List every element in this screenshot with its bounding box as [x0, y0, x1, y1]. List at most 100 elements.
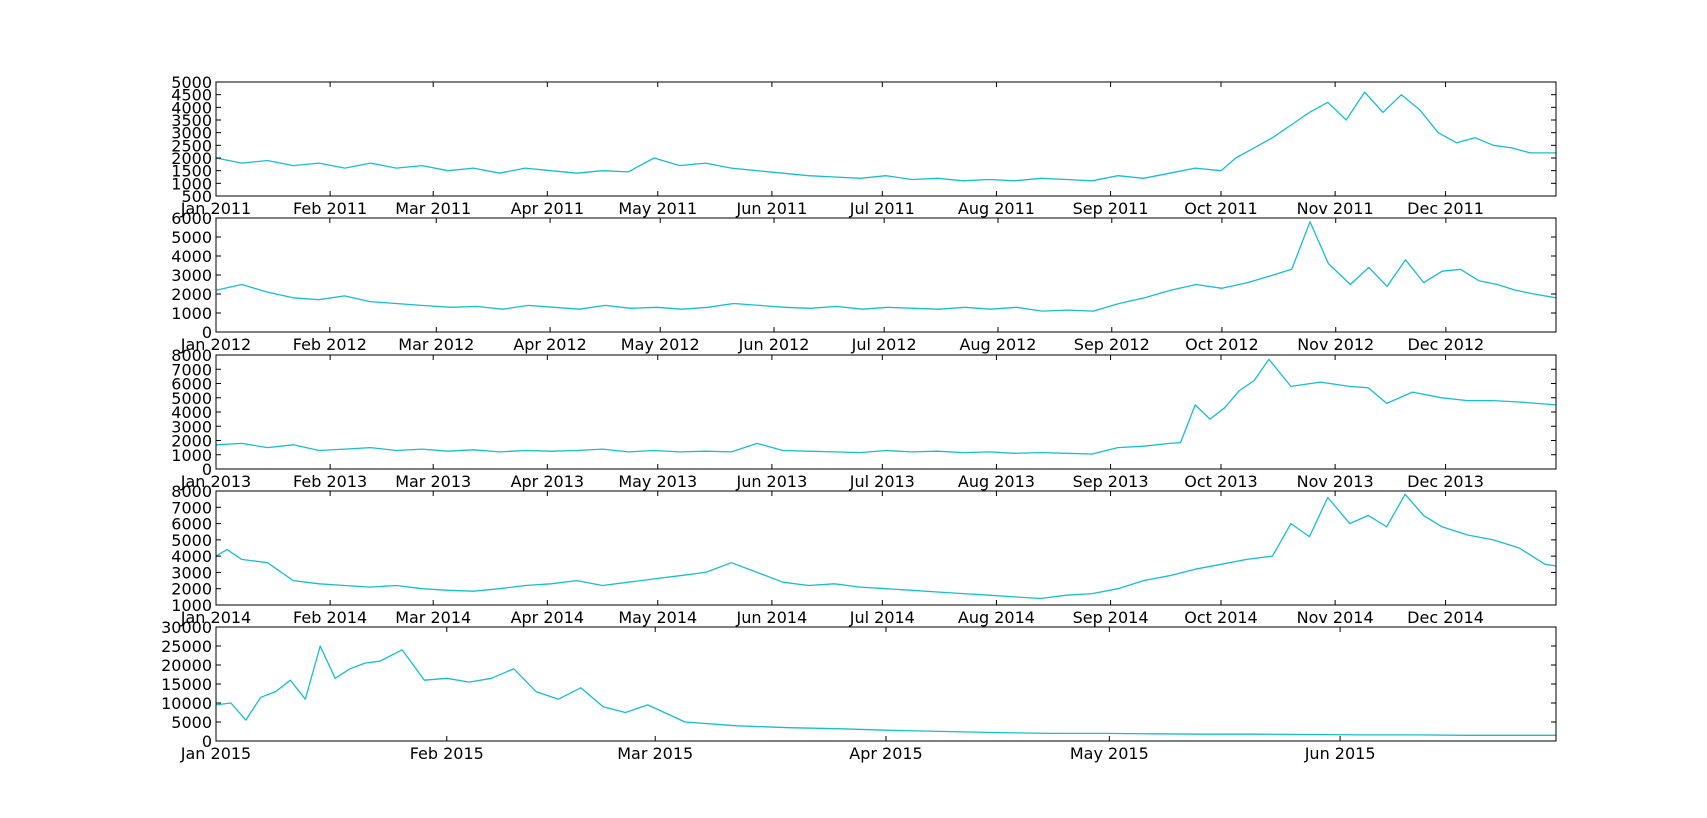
x-tick-label: Feb 2015	[410, 744, 484, 763]
x-tick-label: Mar 2011	[395, 199, 471, 218]
y-tick-label: 5000	[171, 713, 212, 732]
x-tick-label: Jul 2011	[849, 199, 915, 218]
series-line-panel-2	[215, 221, 1557, 312]
x-tick-label: Oct 2012	[1185, 335, 1258, 354]
x-tick-label: Jan 2013	[180, 472, 251, 491]
y-tick-label: 1000	[171, 596, 212, 615]
x-tick-label: Dec 2011	[1407, 199, 1484, 218]
y-tick-label: 6000	[171, 515, 212, 534]
y-tick-label: 4000	[171, 547, 212, 566]
x-tick-label: May 2015	[1070, 744, 1149, 763]
y-tick-label: 4000	[171, 98, 212, 117]
x-tick-label: Jan 2015	[180, 744, 251, 763]
x-tick-label: Feb 2013	[293, 472, 367, 491]
x-tick-label: Apr 2015	[849, 744, 922, 763]
x-tick-label: Apr 2011	[511, 199, 584, 218]
x-tick-label: Nov 2013	[1297, 472, 1374, 491]
y-tick-label: 2000	[171, 580, 212, 599]
x-tick-label: Apr 2012	[513, 335, 586, 354]
y-tick-label: 5000	[171, 531, 212, 550]
y-tick-label: 30000	[161, 618, 212, 637]
y-tick-label: 8000	[171, 482, 212, 501]
y-tick-label: 7000	[171, 498, 212, 517]
x-tick-label: Dec 2014	[1407, 608, 1484, 627]
y-tick-label: 4000	[171, 403, 212, 422]
x-tick-label: Dec 2012	[1407, 335, 1484, 354]
y-tick-label: 1000	[171, 446, 212, 465]
y-tick-label: 2000	[171, 149, 212, 168]
x-tick-label: Sep 2014	[1073, 608, 1149, 627]
y-tick-label: 2500	[171, 136, 212, 155]
y-tick-label: 0	[202, 323, 212, 342]
x-tick-label: Jan 2011	[180, 199, 251, 218]
y-tick-label: 15000	[161, 675, 212, 694]
x-tick-label: Nov 2014	[1297, 608, 1374, 627]
x-tick-label: Jun 2013	[735, 472, 807, 491]
x-tick-label: Sep 2012	[1074, 335, 1150, 354]
x-tick-label: Jul 2014	[849, 608, 915, 627]
x-tick-label: Aug 2013	[958, 472, 1035, 491]
x-tick-label: Nov 2011	[1297, 199, 1374, 218]
x-tick-label: Jul 2013	[849, 472, 915, 491]
x-tick-label: Jan 2012	[180, 335, 251, 354]
x-tick-label: Jan 2014	[180, 608, 251, 627]
y-tick-label: 3000	[171, 124, 212, 143]
y-tick-label: 4500	[171, 86, 212, 105]
x-tick-label: Nov 2012	[1297, 335, 1374, 354]
x-tick-label: Mar 2012	[398, 335, 474, 354]
y-tick-label: 10000	[161, 694, 212, 713]
x-tick-label: Jun 2011	[735, 199, 807, 218]
y-tick-label: 0	[202, 460, 212, 479]
x-tick-label: Apr 2013	[511, 472, 584, 491]
y-tick-label: 2000	[171, 432, 212, 451]
x-tick-label: Jun 2012	[738, 335, 810, 354]
x-tick-label: Jun 2014	[735, 608, 807, 627]
x-tick-label: Sep 2011	[1073, 199, 1149, 218]
y-tick-label: 20000	[161, 656, 212, 675]
y-tick-label: 5000	[171, 73, 212, 92]
y-tick-label: 3000	[171, 266, 212, 285]
series-line-panel-5	[215, 645, 1556, 736]
x-tick-label: Oct 2014	[1184, 608, 1257, 627]
x-tick-label: Mar 2014	[395, 608, 471, 627]
x-tick-label: Aug 2014	[958, 608, 1035, 627]
x-tick-label: May 2013	[618, 472, 697, 491]
x-tick-label: Mar 2013	[395, 472, 471, 491]
y-tick-label: 500	[181, 187, 212, 206]
y-tick-label: 7000	[171, 360, 212, 379]
x-tick-label: Aug 2012	[959, 335, 1036, 354]
x-tick-label: May 2014	[618, 608, 697, 627]
series-line-panel-3	[215, 358, 1557, 455]
y-tick-label: 8000	[171, 346, 212, 365]
x-tick-label: Feb 2014	[293, 608, 367, 627]
x-tick-label: Oct 2011	[1184, 199, 1257, 218]
x-tick-label: May 2012	[621, 335, 700, 354]
y-tick-label: 6000	[171, 209, 212, 228]
x-tick-label: Feb 2012	[293, 335, 367, 354]
x-tick-label: Oct 2013	[1184, 472, 1257, 491]
y-tick-label: 0	[202, 732, 212, 751]
plot-frame-panel-4	[215, 490, 1557, 606]
x-tick-label: Mar 2015	[617, 744, 693, 763]
plot-frame-panel-1	[215, 81, 1557, 197]
y-tick-label: 6000	[171, 375, 212, 394]
series-line-panel-4	[215, 493, 1557, 600]
x-tick-label: Jun 2015	[1304, 744, 1376, 763]
y-tick-label: 25000	[161, 637, 212, 656]
x-tick-label: Dec 2013	[1407, 472, 1484, 491]
y-tick-label: 4000	[171, 247, 212, 266]
x-tick-label: Sep 2013	[1073, 472, 1149, 491]
y-tick-label: 1000	[171, 174, 212, 193]
y-tick-label: 5000	[171, 389, 212, 408]
y-tick-label: 3000	[171, 563, 212, 582]
x-tick-label: Feb 2011	[293, 199, 367, 218]
y-tick-label: 3500	[171, 111, 212, 130]
series-line-panel-1	[215, 91, 1556, 182]
x-tick-label: Aug 2011	[958, 199, 1035, 218]
x-tick-label: Apr 2014	[511, 608, 584, 627]
y-tick-label: 2000	[171, 285, 212, 304]
x-tick-label: May 2011	[618, 199, 697, 218]
